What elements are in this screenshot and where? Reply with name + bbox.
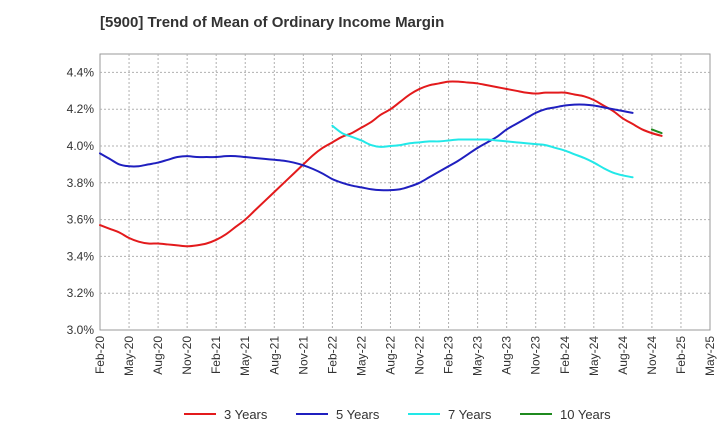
x-tick-label: Aug-22 [383,336,397,375]
chart-title: [5900] Trend of Mean of Ordinary Income … [100,14,445,31]
legend-label-10-years: 10 Years [560,407,611,422]
x-tick-label: Feb-22 [325,336,339,374]
x-tick-label: Aug-24 [616,336,630,375]
x-tick-label: Nov-23 [529,336,543,375]
y-tick-label: 3.6% [67,213,95,227]
x-tick-label: Feb-23 [442,336,456,374]
x-tick-label: May-20 [122,336,136,376]
y-tick-label: 3.0% [67,323,95,337]
x-tick-label: Aug-23 [500,336,514,375]
series-line-10-years [650,128,663,135]
x-tick-label: Feb-25 [674,336,688,374]
x-tick-label: Nov-22 [413,336,427,375]
x-tick-label: May-23 [471,336,485,376]
series-line-3-years [99,80,663,248]
y-tick-label: 4.4% [67,65,95,79]
x-tick-label: Feb-24 [558,336,572,374]
series-line-5-years [99,103,634,192]
x-tick-label: Nov-24 [645,336,659,375]
x-tick-label: Feb-21 [209,336,223,374]
x-tick-label: Nov-20 [180,336,194,375]
x-tick-label: May-22 [354,336,368,376]
plot-area [99,53,711,331]
x-tick-label: Aug-20 [151,336,165,375]
x-tick-label: May-25 [703,336,717,376]
x-tick-label: Nov-21 [296,336,310,375]
y-tick-label: 4.0% [67,139,95,153]
x-tick-label: May-24 [587,336,601,376]
y-tick-label: 3.4% [67,249,95,263]
x-tick-label: Feb-20 [93,336,107,374]
series-line-7-years [331,124,634,179]
legend-label-3-years: 3 Years [224,407,268,422]
y-tick-label: 3.8% [67,176,95,190]
legend-label-5-years: 5 Years [336,407,380,422]
legend-label-7-years: 7 Years [448,407,492,422]
x-tick-label: Aug-21 [267,336,281,375]
y-tick-label: 4.2% [67,102,95,116]
y-tick-label: 3.2% [67,286,95,300]
x-tick-label: May-21 [238,336,252,376]
